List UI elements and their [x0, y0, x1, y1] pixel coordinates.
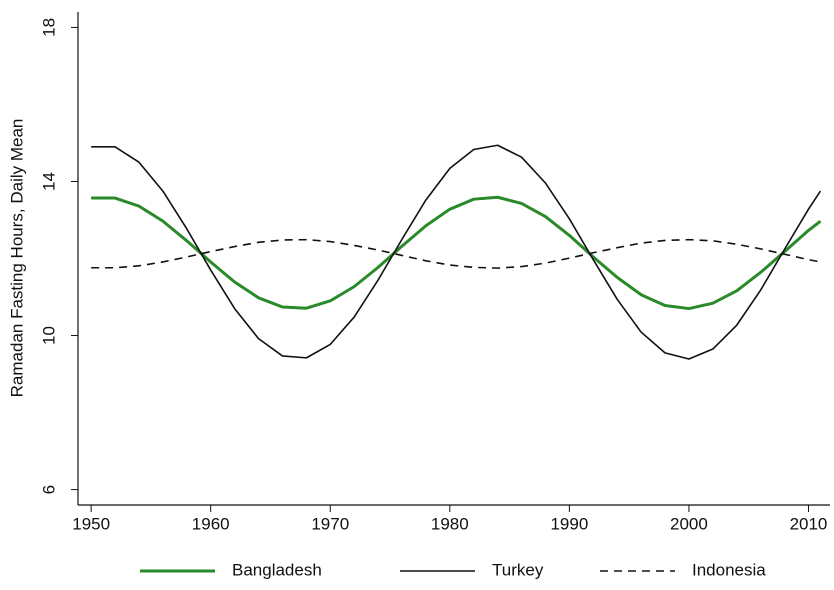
y-axis-label: Ramadan Fasting Hours, Daily Mean	[7, 119, 26, 398]
y-tick-label: 6	[39, 485, 58, 494]
legend-label: Indonesia	[692, 560, 766, 579]
x-tick-label: 1950	[72, 514, 110, 533]
x-tick-label: 2010	[790, 514, 828, 533]
x-tick-label: 2000	[670, 514, 708, 533]
y-tick-label: 10	[39, 326, 58, 345]
x-tick-label: 1980	[431, 514, 469, 533]
series-line	[91, 195, 822, 311]
x-tick-label: 1960	[192, 514, 230, 533]
y-tick-label: 18	[39, 18, 58, 37]
legend-label: Bangladesh	[232, 560, 322, 579]
x-tick-label: 1990	[550, 514, 588, 533]
series-line	[91, 144, 822, 360]
legend-label: Turkey	[492, 560, 544, 579]
x-tick-label: 1970	[311, 514, 349, 533]
y-tick-label: 14	[39, 172, 58, 191]
